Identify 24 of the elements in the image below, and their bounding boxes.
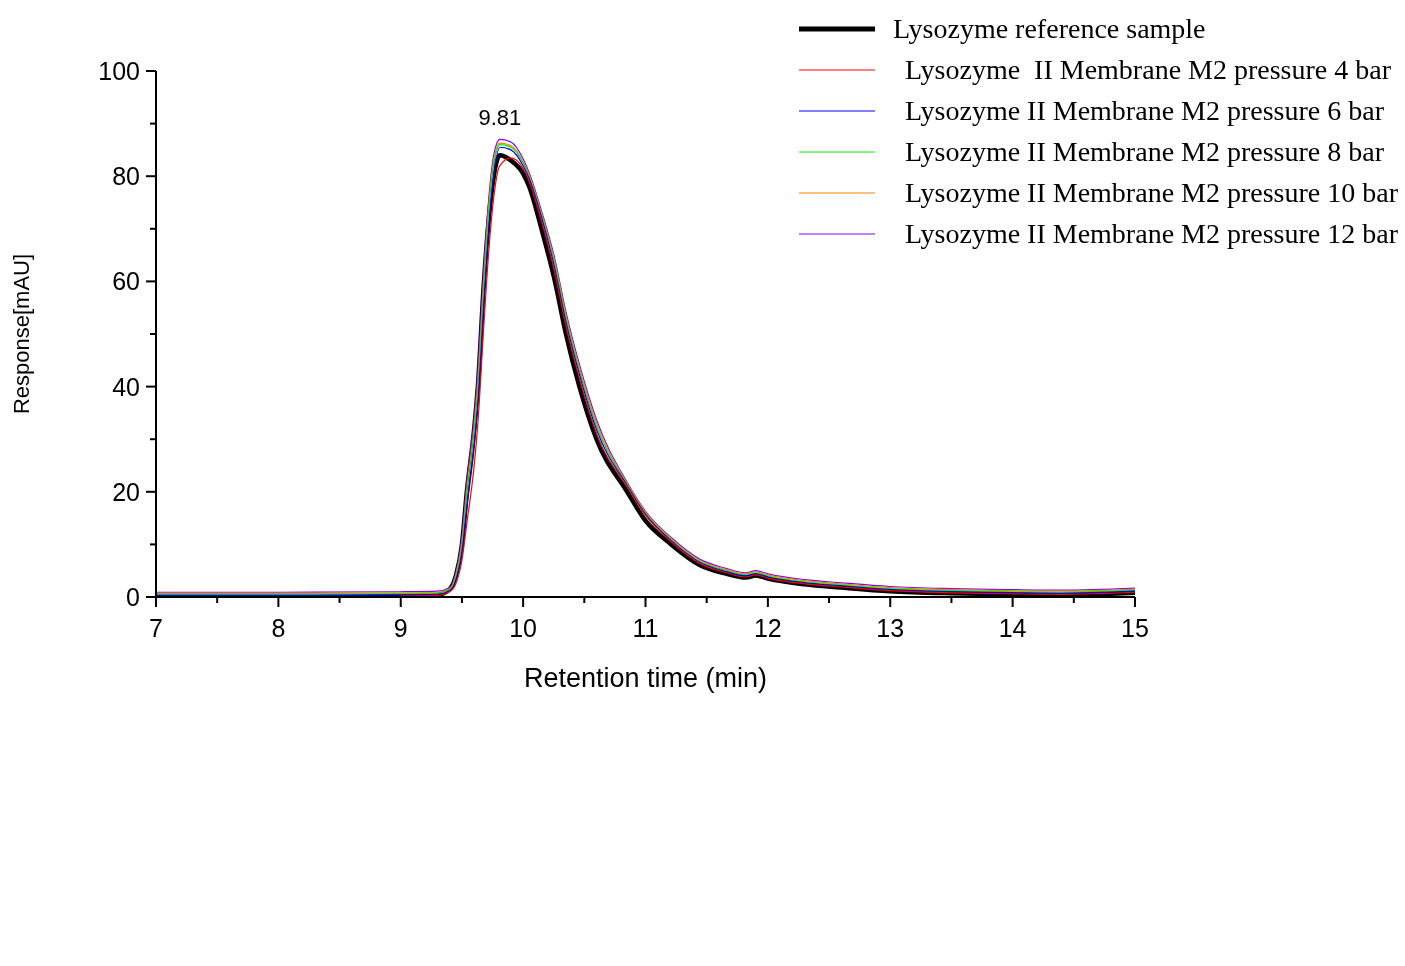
y-tick-label: 40 bbox=[112, 372, 140, 401]
x-axis-title: Retention time (min) bbox=[523, 663, 768, 693]
x-tick-label: 12 bbox=[753, 614, 782, 642]
legend-label: Lysozyme II Membrane M2 pressure 4 bar bbox=[905, 53, 1391, 87]
x-tick-label: 10 bbox=[509, 614, 538, 642]
y-tick-label: 60 bbox=[112, 267, 140, 296]
x-tick-label: 14 bbox=[998, 614, 1027, 642]
x-tick-label: 8 bbox=[271, 614, 286, 642]
legend-label: Lysozyme II Membrane M2 pressure 10 bar bbox=[905, 176, 1398, 210]
x-tick-label: 7 bbox=[149, 614, 163, 642]
x-tick-label: 13 bbox=[876, 614, 905, 642]
y-tick-label: 0 bbox=[126, 583, 140, 611]
legend-label: Lysozyme II Membrane M2 pressure 8 bar bbox=[905, 135, 1384, 169]
annotation: 9.81 bbox=[478, 105, 522, 131]
x-tick-label: 15 bbox=[1121, 614, 1149, 642]
legend-label: Lysozyme II Membrane M2 pressure 12 bar bbox=[905, 217, 1398, 251]
legend-label: Lysozyme reference sample bbox=[893, 12, 1206, 46]
x-tick-label: 9 bbox=[393, 614, 408, 642]
y-axis-title: Response[mAU] bbox=[8, 253, 34, 415]
legend-label: Lysozyme II Membrane M2 pressure 6 bar bbox=[905, 94, 1384, 128]
y-tick-label: 20 bbox=[112, 477, 140, 506]
y-tick-label: 100 bbox=[98, 57, 140, 85]
y-tick-label: 80 bbox=[112, 162, 140, 191]
x-tick-label: 11 bbox=[632, 614, 659, 642]
